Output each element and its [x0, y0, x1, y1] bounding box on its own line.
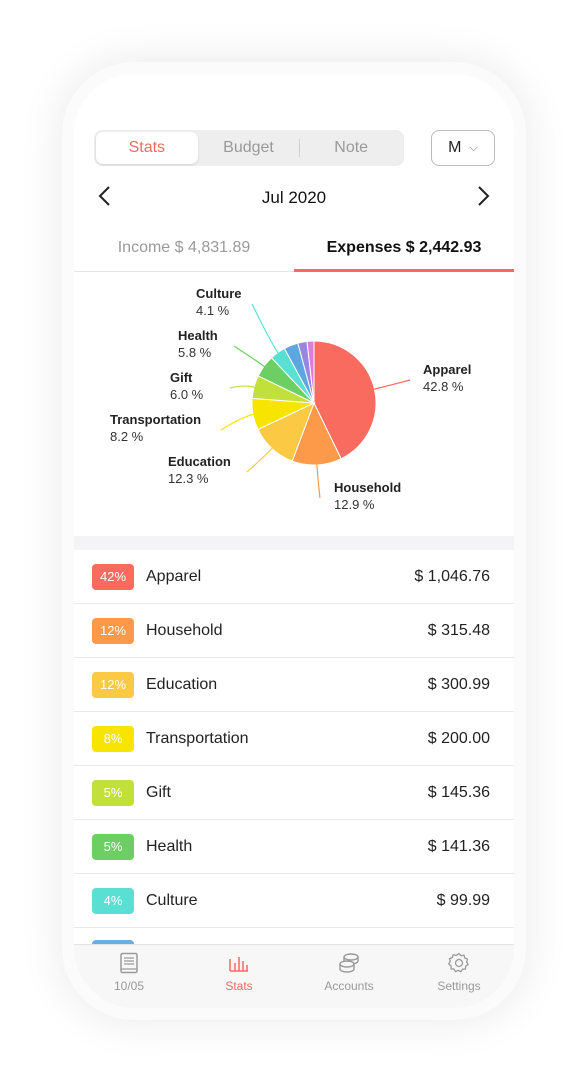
slice-percent-label: 12.3 %: [168, 471, 209, 486]
category-list: 42% Apparel $ 1,046.76 12% Household $ 315.48…: [74, 550, 514, 928]
segment-stats[interactable]: Stats: [96, 132, 198, 164]
period-select[interactable]: M ⌵: [431, 130, 495, 166]
slice-percent-label: 42.8 %: [423, 379, 464, 394]
category-amount: $ 141.36: [427, 837, 490, 855]
partial-category-badge: [92, 940, 134, 946]
month-label: Jul 2020: [261, 188, 327, 207]
slice-name-label: Culture: [196, 286, 242, 301]
leader-line: [220, 412, 258, 431]
category-amount: $ 1,046.76: [414, 567, 490, 585]
category-row[interactable]: 5% Gift $ 145.36: [74, 766, 514, 820]
phone-screen: Stats Budget Note M ⌵ Jul 2020 Income $ …: [74, 74, 514, 1008]
category-name: Health: [146, 837, 193, 855]
category-amount: $ 200.00: [427, 729, 490, 747]
percent-badge: 12%: [92, 671, 134, 698]
percent-badge: 8%: [92, 725, 134, 752]
slice-percent-label: 12.9 %: [334, 497, 375, 512]
category-amount: $ 145.36: [427, 783, 490, 801]
gear-icon: [448, 952, 469, 973]
pie-chart-svg: Apparel 42.8 % Household 12.9 % Education 12.…: [110, 286, 471, 512]
pie-slice[interactable]: [306, 340, 315, 404]
category-name: Gift: [146, 783, 171, 801]
chevron-down-icon: ⌵: [469, 141, 478, 154]
tab-income[interactable]: Income $ 4,831.89: [117, 238, 251, 256]
slice-name-label: Household: [334, 480, 401, 495]
leader-line: [316, 460, 321, 499]
notebook-icon: [120, 952, 138, 974]
period-value: M: [448, 139, 462, 156]
percent-badge: 4%: [92, 887, 134, 914]
category-amount: $ 315.48: [427, 621, 490, 639]
leader-line: [251, 303, 281, 357]
tab-expenses[interactable]: Expenses $ 2,442.93: [294, 224, 514, 272]
leader-line: [370, 379, 411, 391]
category-row[interactable]: 5% Health $ 141.36: [74, 820, 514, 874]
slice-percent-label: 5.8 %: [178, 345, 212, 360]
category-name: Household: [146, 621, 223, 639]
slice-percent-label: 6.0 %: [170, 387, 204, 402]
percent-badge: 12%: [92, 617, 134, 644]
segment-divider: [299, 139, 301, 157]
category-name: Apparel: [146, 567, 202, 585]
view-segmented-control: Stats Budget Note: [94, 130, 404, 166]
tab-daily[interactable]: 10/05: [74, 945, 184, 1008]
category-row[interactable]: 42% Apparel $ 1,046.76: [74, 550, 514, 604]
tab-stats[interactable]: Stats: [184, 945, 294, 1008]
segment-budget[interactable]: Budget: [223, 139, 274, 156]
tab-label: Settings: [437, 979, 481, 993]
tab-accounts[interactable]: Accounts: [294, 945, 404, 1008]
category-row[interactable]: 12% Household $ 315.48: [74, 604, 514, 658]
category-name: Transportation: [146, 729, 249, 747]
slice-name-label: Education: [168, 454, 231, 469]
category-name: Education: [146, 675, 218, 693]
slice-percent-label: 8.2 %: [110, 429, 144, 444]
slice-name-label: Transportation: [110, 412, 201, 427]
category-row[interactable]: 8% Transportation $ 200.00: [74, 712, 514, 766]
percent-badge: 42%: [92, 563, 134, 590]
segment-note[interactable]: Note: [334, 139, 369, 156]
percent-badge: 5%: [92, 779, 134, 806]
category-amount: $ 99.99: [436, 891, 490, 909]
tab-label: 10/05: [113, 979, 145, 993]
category-amount: $ 300.99: [427, 675, 490, 693]
category-row[interactable]: 4% Culture $ 99.99: [74, 874, 514, 928]
slice-name-label: Gift: [170, 370, 193, 385]
tab-label: Stats: [225, 979, 253, 993]
leader-line: [229, 385, 259, 389]
month-navigation: Jul 2020: [74, 178, 514, 218]
leader-line: [246, 445, 276, 473]
percent-badge: 5%: [92, 833, 134, 860]
bottom-tab-bar: 10/05 Stats Accounts: [74, 944, 514, 1008]
chevron-right-icon[interactable]: [472, 185, 496, 211]
leader-line: [233, 345, 268, 370]
tab-label: Accounts: [324, 979, 374, 993]
chevron-left-icon[interactable]: [92, 185, 116, 211]
category-row[interactable]: 12% Education $ 300.99: [74, 658, 514, 712]
expense-pie-chart: Apparel 42.8 % Household 12.9 % Education 12.…: [74, 272, 514, 536]
slice-name-label: Health: [178, 328, 218, 343]
income-expense-tabs: Income $ 4,831.89 Expenses $ 2,442.93: [74, 224, 514, 272]
section-separator: [74, 536, 514, 550]
slice-percent-label: 4.1 %: [196, 303, 230, 318]
slice-name-label: Apparel: [423, 362, 471, 377]
category-name: Culture: [146, 891, 198, 909]
coins-icon: [339, 953, 359, 973]
tab-settings[interactable]: Settings: [404, 945, 514, 1008]
bar-chart-icon: [229, 957, 248, 972]
